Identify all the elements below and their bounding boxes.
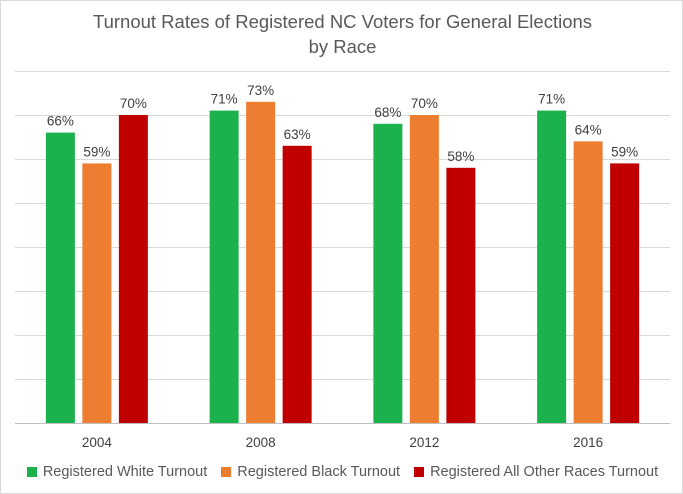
legend-swatch-black <box>221 467 232 477</box>
bar <box>573 141 603 423</box>
bars-group <box>45 101 640 424</box>
legend-item-black: Registered Black Turnout <box>221 464 400 480</box>
x-tick-label: 2004 <box>82 435 113 450</box>
data-label: 59% <box>611 144 638 159</box>
legend-item-white: Registered White Turnout <box>26 464 208 480</box>
legend-item-other: Registered All Other Races Turnout <box>414 464 658 480</box>
chart-title-line1: Turnout Rates of Registered NC Voters fo… <box>92 11 593 32</box>
data-label: 59% <box>83 144 110 159</box>
bar <box>209 110 239 423</box>
bar <box>45 132 75 423</box>
data-label: 68% <box>374 105 401 120</box>
data-label: 70% <box>411 96 438 111</box>
data-label: 73% <box>247 83 274 98</box>
data-label: 66% <box>47 114 74 129</box>
legend-label-white: Registered White Turnout <box>42 464 208 480</box>
bar <box>282 145 312 424</box>
bar <box>610 163 640 423</box>
data-label: 70% <box>120 96 147 111</box>
chart-subtitle: by Race <box>308 36 377 57</box>
bar <box>537 110 567 423</box>
x-tick-label: 2008 <box>246 435 276 450</box>
x-axis: 2004 2008 2012 2016 <box>82 435 603 450</box>
legend-label-other: Registered All Other Races Turnout <box>430 464 659 480</box>
chart-title: Turnout Rates of Registered NC Voters fo… <box>1 9 682 59</box>
x-tick-label: 2012 <box>409 435 439 450</box>
data-label: 71% <box>211 92 238 107</box>
data-labels-group: 66% 59% 70% 71% 73% 63% 68% 70% 58% 71% 64% 59% <box>47 83 638 164</box>
bar <box>246 101 276 424</box>
gridlines <box>15 71 670 424</box>
bar <box>446 167 476 423</box>
data-label: 71% <box>538 92 565 107</box>
bar <box>409 115 439 423</box>
data-label: 58% <box>447 149 474 164</box>
legend-label-black: Registered Black Turnout <box>237 464 401 480</box>
data-label: 63% <box>284 127 311 142</box>
bar <box>82 163 112 423</box>
x-tick-label: 2016 <box>573 435 603 450</box>
data-label: 64% <box>575 122 602 137</box>
legend: Registered White Turnout Registered Blac… <box>1 464 682 480</box>
bar <box>373 123 403 424</box>
legend-swatch-other <box>414 467 425 477</box>
bar <box>118 115 148 423</box>
legend-swatch-white <box>26 467 37 477</box>
